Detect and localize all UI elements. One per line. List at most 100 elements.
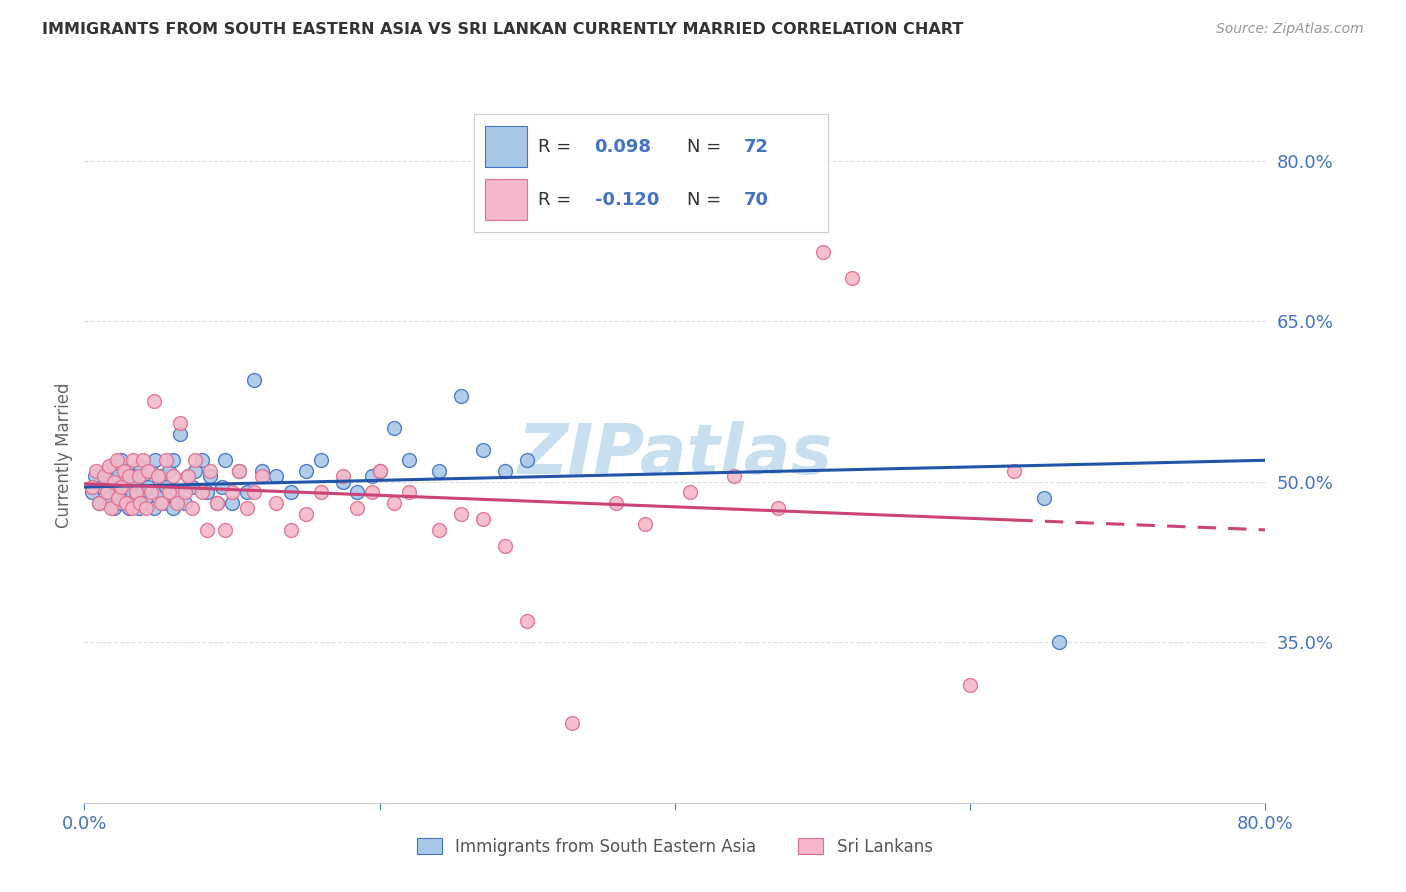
Point [139, 485, 162, 500]
Point [1047, 635, 1070, 649]
Point [93, 469, 115, 483]
Point [166, 496, 188, 510]
Point [103, 501, 125, 516]
Point [118, 501, 141, 516]
Point [811, 244, 834, 259]
Text: IMMIGRANTS FROM SOUTH EASTERN ASIA VS SRI LANKAN CURRENTLY MARRIED CORRELATION C: IMMIGRANTS FROM SOUTH EASTERN ASIA VS SR… [42, 22, 963, 37]
Point [148, 469, 170, 483]
Point [195, 485, 218, 500]
Point [191, 485, 214, 500]
Point [142, 394, 165, 409]
Point [768, 501, 790, 516]
Point [538, 212, 561, 227]
Point [103, 475, 125, 489]
Point [122, 453, 145, 467]
Point [198, 469, 221, 483]
Point [309, 485, 332, 500]
Point [136, 464, 159, 478]
Point [100, 501, 122, 516]
Point [560, 715, 583, 730]
Point [169, 426, 191, 441]
Point [243, 373, 266, 387]
Point [162, 501, 184, 516]
Point [235, 485, 259, 500]
Point [114, 496, 136, 510]
Point [142, 501, 165, 516]
Point [264, 469, 288, 483]
Point [80, 480, 103, 494]
Point [228, 464, 250, 478]
Point [723, 469, 745, 483]
Point [195, 523, 218, 537]
Point [107, 469, 129, 483]
Point [121, 501, 143, 516]
Point [105, 453, 128, 467]
Point [125, 475, 148, 489]
Point [959, 678, 981, 692]
Point [100, 475, 122, 489]
Point [122, 469, 145, 483]
Point [228, 464, 250, 478]
Point [152, 496, 174, 510]
Point [118, 469, 141, 483]
Point [214, 453, 236, 467]
Point [135, 501, 157, 516]
Point [605, 496, 627, 510]
Point [346, 501, 368, 516]
Point [173, 496, 195, 510]
Point [309, 453, 332, 467]
Point [332, 469, 354, 483]
Text: ZIPatlas: ZIPatlas [517, 421, 832, 489]
Point [250, 469, 273, 483]
Point [382, 421, 406, 435]
Point [678, 485, 700, 500]
Point [96, 464, 118, 478]
Point [125, 491, 148, 505]
Point [155, 480, 177, 494]
Point [346, 485, 368, 500]
Point [150, 496, 173, 510]
Point [129, 496, 152, 510]
Point [162, 453, 184, 467]
Point [173, 485, 195, 500]
Point [398, 453, 420, 467]
Point [221, 485, 243, 500]
Point [128, 501, 150, 516]
Point [139, 464, 162, 478]
Point [110, 496, 132, 510]
Point [264, 496, 288, 510]
Point [125, 485, 148, 500]
Point [398, 485, 420, 500]
Point [177, 469, 200, 483]
Point [110, 480, 132, 494]
Point [87, 496, 111, 510]
Point [148, 485, 170, 500]
Point [132, 469, 155, 483]
Point [516, 614, 538, 628]
Text: Source: ZipAtlas.com: Source: ZipAtlas.com [1216, 22, 1364, 37]
Point [841, 271, 863, 285]
Point [177, 469, 200, 483]
Point [105, 485, 128, 500]
Point [250, 464, 273, 478]
Point [114, 480, 136, 494]
Point [205, 496, 228, 510]
Point [1032, 491, 1054, 505]
Point [184, 464, 207, 478]
Point [118, 464, 141, 478]
Point [214, 523, 236, 537]
Y-axis label: Currently Married: Currently Married [55, 382, 73, 528]
Point [129, 458, 152, 473]
Point [382, 496, 406, 510]
Point [143, 453, 166, 467]
Point [235, 501, 259, 516]
Point [472, 442, 495, 457]
Point [243, 485, 266, 500]
Point [96, 485, 118, 500]
Point [198, 464, 221, 478]
Point [181, 501, 204, 516]
Point [157, 485, 180, 500]
Point [450, 507, 472, 521]
Point [166, 485, 188, 500]
Point [295, 507, 318, 521]
